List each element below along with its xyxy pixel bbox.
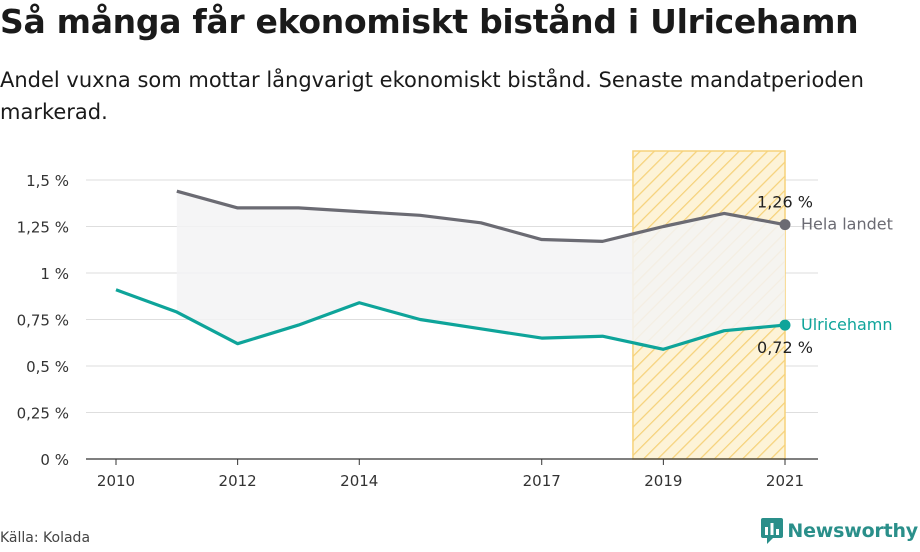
series-value-label: 1,26 % [757,193,813,212]
series-endpoint [779,219,791,231]
gap-band-area [176,191,785,350]
y-tick-label: 0 % [40,451,69,469]
gap-band [176,191,785,350]
series-value-label: 0,72 % [757,338,813,357]
source-note: Källa: Kolada [0,530,91,546]
x-tick-label: 2010 [97,472,135,490]
newsworthy-logo[interactable]: Newsworthy [761,518,918,544]
series-endpoint [779,319,791,331]
y-tick-label: 0,75 % [17,312,69,330]
chart-title: Så många får ekonomiskt bistånd i Ulrice… [0,2,859,41]
x-tick-label: 2021 [766,472,804,490]
series-name-label: Hela landet [801,215,893,234]
series-name-label: Ulricehamn [801,315,893,334]
chart-subtitle: Andel vuxna som mottar långvarigt ekonom… [0,68,864,124]
axes: 0 % 0,25 % 0,5 % 0,75 % 1 % 1,25 % 1,5 % 2010 20… [17,172,818,490]
y-tick-label: 1,25 % [17,219,69,237]
y-tick-label: 0,5 % [26,358,69,376]
y-tick-label: 1 % [40,265,69,283]
x-tick-label: 2012 [219,472,257,490]
y-tick-label: 1,5 % [26,172,69,190]
line-chart: 0 % 0,25 % 0,5 % 0,75 % 1 % 1,25 % 1,5 % 2010 20… [17,150,893,490]
logo-text: Newsworthy [787,520,918,542]
series-line [115,288,786,351]
y-tick-label: 0,25 % [17,405,69,423]
labels: Hela landet 1,26 % Ulricehamn 0,72 % [757,193,893,357]
chat-bar-chart-icon [761,518,784,544]
x-tick-label: 2014 [340,472,378,490]
series [115,189,791,351]
x-tick-label: 2017 [523,472,561,490]
series-line [176,189,786,243]
x-tick-label: 2019 [644,472,682,490]
